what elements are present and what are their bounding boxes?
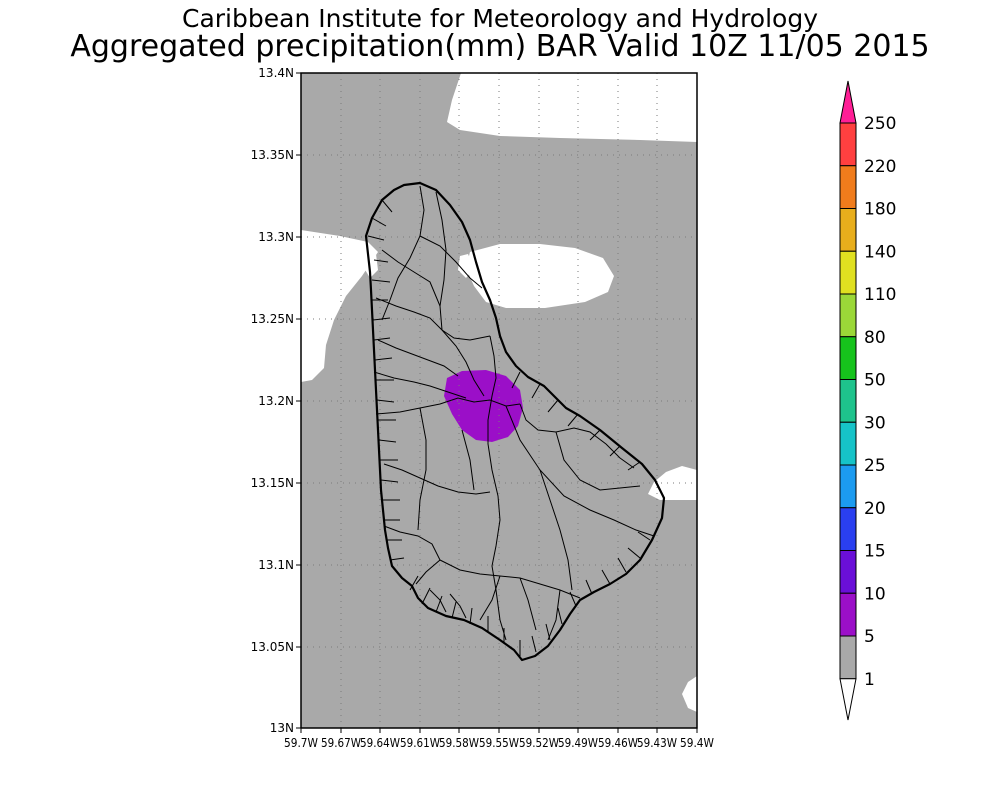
lon-tick-label: 59.64W (360, 736, 400, 750)
colorbar-swatch (839, 379, 857, 423)
lat-tick-label: 13.05N (251, 640, 294, 654)
lon-axis (300, 728, 698, 733)
colorbar-swatch (839, 250, 857, 295)
lon-tick-label: 59.52W (519, 736, 559, 750)
colorbar: 250 220 180 140 110 80 50 30 25 20 15 10 5 1 (839, 80, 896, 721)
colorbar-swatch (839, 592, 857, 637)
lat-tick-label: 13.2N (258, 394, 294, 408)
colorbar-swatch (839, 550, 857, 594)
colorbar-label: 5 (864, 627, 875, 647)
colorbar-label: 30 (864, 413, 886, 433)
lon-tick-label: 59.4W (680, 736, 714, 750)
lat-tick-label: 13.15N (251, 476, 294, 490)
map-subtitle: Aggregated precipitation(mm) BAR Valid 1… (70, 29, 930, 64)
colorbar-swatch-top (839, 80, 857, 124)
colorbar-label: 140 (864, 242, 896, 262)
colorbar-swatch-bottom (839, 678, 857, 721)
colorbar-swatch (839, 336, 857, 380)
island-outline (364, 181, 666, 662)
colorbar-label: 180 (864, 200, 896, 220)
dry-area-center (466, 244, 614, 308)
lat-tick-label: 13.25N (251, 312, 294, 326)
colorbar-label: 250 (864, 114, 896, 134)
catchment-lines (373, 185, 655, 641)
lon-tick-label: 59.58W (439, 736, 479, 750)
colorbar-swatch (839, 421, 857, 466)
dry-area-west (301, 230, 378, 382)
colorbar-label: 110 (864, 285, 896, 305)
colorbar-label: 50 (864, 371, 886, 391)
dry-area-north (447, 73, 697, 142)
lat-tick-label: 13.3N (258, 230, 294, 244)
colorbar-label: 1 (864, 670, 875, 690)
lat-tick-label: 13.4N (258, 66, 294, 80)
lon-tick-label: 59.49W (558, 736, 598, 750)
dry-area-southeast (682, 676, 697, 712)
lat-axis (296, 72, 301, 729)
colorbar-label: 25 (864, 456, 886, 476)
colorbar-swatch (839, 635, 857, 680)
dry-pocket-ne (458, 254, 474, 278)
lon-tick-label: 59.43W (637, 736, 677, 750)
colorbar-swatch (839, 293, 857, 338)
lat-tick-label: 13.1N (258, 558, 294, 572)
colorbar-swatch (839, 208, 857, 252)
colorbar-label: 80 (864, 328, 886, 348)
colorbar-swatch (839, 122, 857, 167)
lon-tick-label: 59.7W (284, 736, 318, 750)
colorbar-label: 10 (864, 584, 886, 604)
lat-tick-label: 13.35N (251, 148, 294, 162)
map-title: Caribbean Institute for Meteorology and … (182, 4, 818, 33)
colorbar-swatch (839, 165, 857, 209)
colorbar-swatch (839, 507, 857, 551)
precip-max-5-10 (444, 370, 523, 442)
lon-tick-label: 59.61W (400, 736, 440, 750)
colorbar-label: 15 (864, 542, 886, 562)
map-gridlines (301, 73, 697, 728)
lon-tick-label: 59.67W (321, 736, 361, 750)
lat-tick-label: 13N (270, 721, 294, 735)
lon-tick-labels: 59.7W 59.67W 59.64W 59.61W 59.58W 59.55W… (284, 736, 714, 750)
lon-tick-label: 59.46W (598, 736, 638, 750)
lon-tick-label: 59.55W (479, 736, 519, 750)
colorbar-label: 20 (864, 499, 886, 519)
colorbar-swatch (839, 464, 857, 509)
colorbar-label: 220 (864, 157, 896, 177)
coastal-drainage (367, 199, 651, 656)
